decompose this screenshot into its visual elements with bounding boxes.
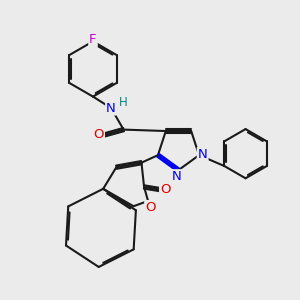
Text: H: H	[119, 96, 128, 109]
Text: O: O	[94, 128, 104, 142]
Text: O: O	[160, 183, 171, 196]
Text: N: N	[172, 170, 182, 183]
Text: O: O	[145, 201, 156, 214]
Text: N: N	[106, 101, 116, 115]
Text: F: F	[89, 33, 97, 46]
Text: N: N	[198, 148, 208, 161]
